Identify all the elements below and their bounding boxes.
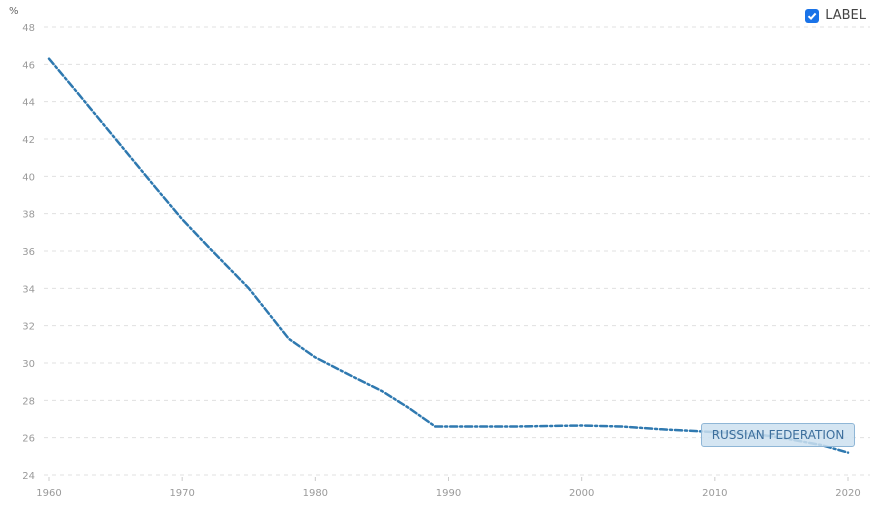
legend-toggle[interactable]: LABEL: [805, 8, 866, 23]
y-tick-label: 46: [22, 60, 35, 71]
legend-label: LABEL: [825, 8, 866, 23]
x-tick-label: 2010: [702, 488, 727, 499]
y-tick-label: 30: [22, 359, 35, 370]
y-axis-unit: %: [9, 6, 19, 17]
y-tick-label: 32: [22, 322, 35, 333]
series-line-russian-federation[interactable]: [47, 57, 850, 454]
y-tick-label: 48: [22, 23, 35, 34]
checkbox-checked-icon[interactable]: [805, 8, 820, 23]
y-tick-label: 38: [22, 210, 35, 221]
y-tick-label: 26: [22, 434, 35, 445]
y-tick-label: 28: [22, 396, 35, 407]
y-tick-label: 42: [22, 135, 35, 146]
series-label-badge[interactable]: RUSSIAN FEDERATION: [701, 423, 855, 447]
y-tick-label: 24: [22, 471, 35, 482]
x-tick-label: 1970: [169, 488, 194, 499]
x-tick-label: 1960: [36, 488, 61, 499]
x-axis: 1960 1970 1980 1990 2000 2010 2020: [36, 477, 861, 499]
y-tick-label: 34: [22, 284, 35, 295]
gridlines: [44, 26, 870, 476]
y-tick-label: 40: [22, 172, 35, 183]
y-tick-label: 36: [22, 247, 35, 258]
y-axis: 24 26 28 30 32 34 36 38 40 42 44 46 48: [22, 23, 35, 482]
y-tick-label: 44: [22, 98, 35, 109]
x-tick-label: 2020: [835, 488, 860, 499]
x-tick-label: 1990: [436, 488, 461, 499]
x-tick-label: 2000: [569, 488, 594, 499]
x-tick-label: 1980: [303, 488, 328, 499]
